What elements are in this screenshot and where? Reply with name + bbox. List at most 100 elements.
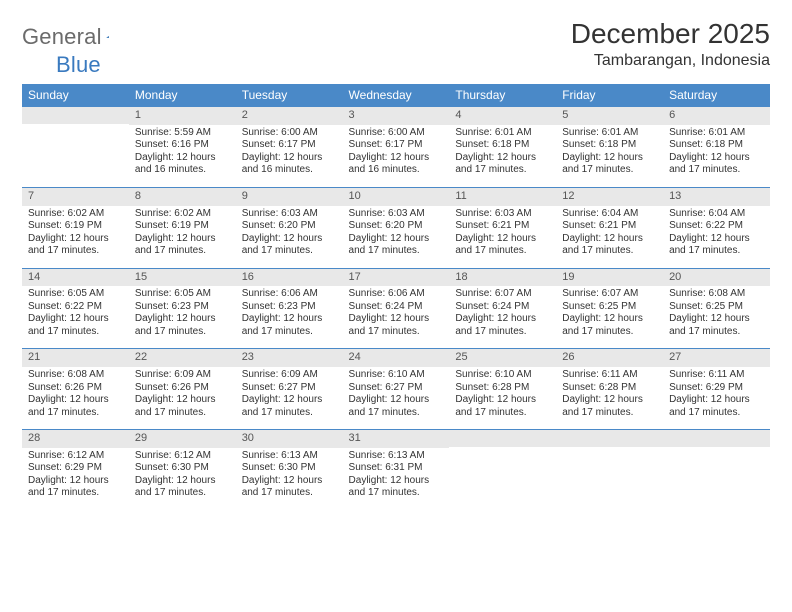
week-row: 21Sunrise: 6:08 AMSunset: 6:26 PMDayligh… <box>22 349 770 430</box>
day-details: Sunrise: 6:11 AMSunset: 6:28 PMDaylight:… <box>556 367 663 429</box>
calendar-page: General December 2025 Tambarangan, Indon… <box>0 0 792 510</box>
day-number: 30 <box>236 430 343 448</box>
day-cell: 3 Sunrise: 6:00 AMSunset: 6:17 PMDaylight… <box>343 107 450 188</box>
week-row: 1Sunrise: 5:59 AMSunset: 6:16 PMDaylight… <box>22 107 770 188</box>
sunset-text: Sunset: 6:29 PM <box>669 382 764 395</box>
location-label: Tambarangan, Indonesia <box>571 52 770 70</box>
weekday-header: Thursday <box>449 84 556 107</box>
sunrise-text: Sunrise: 6:03 AM <box>455 208 550 221</box>
brand-text-general: General <box>22 24 102 50</box>
sunset-text: Sunset: 6:18 PM <box>455 139 550 152</box>
day-details: Sunrise: 6:08 AMSunset: 6:25 PMDaylight:… <box>663 286 770 348</box>
sunset-text: Sunset: 6:24 PM <box>455 301 550 314</box>
sunset-text: Sunset: 6:24 PM <box>349 301 444 314</box>
day-cell: 6Sunrise: 6:01 AMSunset: 6:18 PMDaylight… <box>663 107 770 188</box>
daylight-text: Daylight: 12 hours and 17 minutes. <box>135 394 230 419</box>
empty-cell-body <box>22 124 129 186</box>
day-cell: 14Sunrise: 6:05 AMSunset: 6:22 PMDayligh… <box>22 268 129 349</box>
day-cell: 22Sunrise: 6:09 AMSunset: 6:26 PMDayligh… <box>129 349 236 430</box>
day-number: 20 <box>663 269 770 287</box>
sunrise-text: Sunrise: 6:00 AM <box>349 127 444 140</box>
week-row: 7Sunrise: 6:02 AMSunset: 6:19 PMDaylight… <box>22 187 770 268</box>
day-number: 4 <box>449 107 556 125</box>
day-cell: 11Sunrise: 6:03 AMSunset: 6:21 PMDayligh… <box>449 187 556 268</box>
day-number: 31 <box>343 430 450 448</box>
sunrise-text: Sunrise: 6:05 AM <box>28 288 123 301</box>
empty-cell-body <box>449 447 556 509</box>
day-details: Sunrise: 6:01 AMSunset: 6:18 PMDaylight:… <box>556 125 663 187</box>
day-cell: 7Sunrise: 6:02 AMSunset: 6:19 PMDaylight… <box>22 187 129 268</box>
day-details: Sunrise: 6:02 AMSunset: 6:19 PMDaylight:… <box>22 206 129 268</box>
daylight-text: Daylight: 12 hours and 17 minutes. <box>455 394 550 419</box>
brand-logo: General <box>22 18 130 50</box>
daylight-text: Daylight: 12 hours and 16 minutes. <box>349 152 444 177</box>
day-number: 7 <box>22 188 129 206</box>
day-details: Sunrise: 6:02 AMSunset: 6:19 PMDaylight:… <box>129 206 236 268</box>
sunrise-text: Sunrise: 6:13 AM <box>242 450 337 463</box>
sunset-text: Sunset: 6:31 PM <box>349 462 444 475</box>
week-row: 14Sunrise: 6:05 AMSunset: 6:22 PMDayligh… <box>22 268 770 349</box>
sunrise-text: Sunrise: 6:05 AM <box>135 288 230 301</box>
day-number: 14 <box>22 269 129 287</box>
day-cell: 17Sunrise: 6:06 AMSunset: 6:24 PMDayligh… <box>343 268 450 349</box>
sunrise-text: Sunrise: 6:12 AM <box>28 450 123 463</box>
sunrise-text: Sunrise: 6:02 AM <box>28 208 123 221</box>
day-cell: 15Sunrise: 6:05 AMSunset: 6:23 PMDayligh… <box>129 268 236 349</box>
sunset-text: Sunset: 6:23 PM <box>135 301 230 314</box>
sunset-text: Sunset: 6:30 PM <box>242 462 337 475</box>
day-cell: 25Sunrise: 6:10 AMSunset: 6:28 PMDayligh… <box>449 349 556 430</box>
sunset-text: Sunset: 6:20 PM <box>349 220 444 233</box>
sunrise-text: Sunrise: 6:12 AM <box>135 450 230 463</box>
day-cell: 20Sunrise: 6:08 AMSunset: 6:25 PMDayligh… <box>663 268 770 349</box>
day-details: Sunrise: 6:08 AMSunset: 6:26 PMDaylight:… <box>22 367 129 429</box>
day-details: Sunrise: 6:03 AMSunset: 6:20 PMDaylight:… <box>236 206 343 268</box>
sunset-text: Sunset: 6:28 PM <box>455 382 550 395</box>
day-cell: 16Sunrise: 6:06 AMSunset: 6:23 PMDayligh… <box>236 268 343 349</box>
sunrise-text: Sunrise: 6:00 AM <box>242 127 337 140</box>
day-details: Sunrise: 6:04 AMSunset: 6:21 PMDaylight:… <box>556 206 663 268</box>
sunset-text: Sunset: 6:22 PM <box>28 301 123 314</box>
daylight-text: Daylight: 12 hours and 17 minutes. <box>135 233 230 258</box>
weekday-header-row: Sunday Monday Tuesday Wednesday Thursday… <box>22 84 770 107</box>
sunset-text: Sunset: 6:18 PM <box>669 139 764 152</box>
day-cell <box>556 430 663 510</box>
daylight-text: Daylight: 12 hours and 17 minutes. <box>28 233 123 258</box>
sunrise-text: Sunrise: 6:02 AM <box>135 208 230 221</box>
daylight-text: Daylight: 12 hours and 17 minutes. <box>455 313 550 338</box>
day-number: 12 <box>556 188 663 206</box>
weekday-header: Sunday <box>22 84 129 107</box>
sunrise-text: Sunrise: 6:04 AM <box>669 208 764 221</box>
day-number: 1 <box>129 107 236 125</box>
sunset-text: Sunset: 6:27 PM <box>242 382 337 395</box>
calendar-body: 1Sunrise: 5:59 AMSunset: 6:16 PMDaylight… <box>22 107 770 510</box>
day-cell: 10Sunrise: 6:03 AMSunset: 6:20 PMDayligh… <box>343 187 450 268</box>
sunrise-text: Sunrise: 5:59 AM <box>135 127 230 140</box>
daylight-text: Daylight: 12 hours and 17 minutes. <box>562 152 657 177</box>
day-details: Sunrise: 6:01 AMSunset: 6:18 PMDaylight:… <box>449 125 556 187</box>
day-details: Sunrise: 6:13 AMSunset: 6:30 PMDaylight:… <box>236 448 343 510</box>
day-number: 21 <box>22 349 129 367</box>
sunrise-text: Sunrise: 6:07 AM <box>562 288 657 301</box>
day-number: 19 <box>556 269 663 287</box>
sunrise-text: Sunrise: 6:09 AM <box>242 369 337 382</box>
day-number: 3 <box>343 107 450 125</box>
day-details: Sunrise: 6:06 AMSunset: 6:23 PMDaylight:… <box>236 286 343 348</box>
day-number: 26 <box>556 349 663 367</box>
brand-text-blue: Blue <box>56 52 101 77</box>
sunset-text: Sunset: 6:21 PM <box>562 220 657 233</box>
day-cell: 13Sunrise: 6:04 AMSunset: 6:22 PMDayligh… <box>663 187 770 268</box>
sunrise-text: Sunrise: 6:09 AM <box>135 369 230 382</box>
day-details: Sunrise: 5:59 AMSunset: 6:16 PMDaylight:… <box>129 125 236 187</box>
sunset-text: Sunset: 6:22 PM <box>669 220 764 233</box>
sunset-text: Sunset: 6:29 PM <box>28 462 123 475</box>
day-details: Sunrise: 6:10 AMSunset: 6:27 PMDaylight:… <box>343 367 450 429</box>
day-details: Sunrise: 6:12 AMSunset: 6:29 PMDaylight:… <box>22 448 129 510</box>
daylight-text: Daylight: 12 hours and 17 minutes. <box>135 475 230 500</box>
week-row: 28Sunrise: 6:12 AMSunset: 6:29 PMDayligh… <box>22 430 770 510</box>
day-details: Sunrise: 6:06 AMSunset: 6:24 PMDaylight:… <box>343 286 450 348</box>
day-number: 8 <box>129 188 236 206</box>
day-cell: 31Sunrise: 6:13 AMSunset: 6:31 PMDayligh… <box>343 430 450 510</box>
day-number: 22 <box>129 349 236 367</box>
sunset-text: Sunset: 6:17 PM <box>349 139 444 152</box>
day-cell: 9Sunrise: 6:03 AMSunset: 6:20 PMDaylight… <box>236 187 343 268</box>
